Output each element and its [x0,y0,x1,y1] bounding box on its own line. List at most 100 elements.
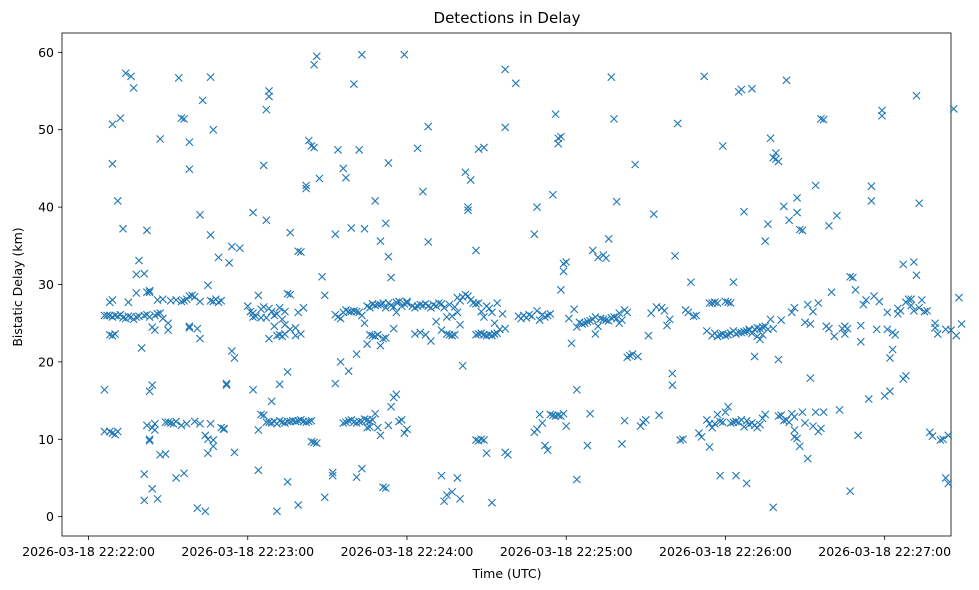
data-point [737,85,746,94]
data-point [280,307,289,316]
data-point [559,409,568,418]
data-point [291,323,300,332]
data-point [267,307,276,316]
y-tick-label: 10 [38,432,54,447]
data-point [445,300,454,309]
data-point [609,114,618,123]
data-point [923,306,932,315]
data-point [631,160,640,169]
data-point [702,415,711,424]
data-point [249,208,258,217]
data-point [357,50,366,59]
data-point [129,83,138,92]
data-point [355,417,364,426]
data-point [583,317,592,326]
data-point [230,354,239,363]
data-point [623,308,632,317]
data-point [824,324,833,333]
data-point [490,319,499,328]
data-point [442,490,451,499]
data-point [339,419,348,428]
data-point [896,306,905,315]
data-point [156,309,165,318]
data-point [113,427,122,436]
data-point [108,295,117,304]
data-point [724,298,733,307]
data-point [217,296,226,305]
data-point [426,337,435,345]
data-point [440,303,449,312]
data-point [740,207,748,216]
data-point [294,247,303,256]
data-point [349,306,358,315]
data-point [196,334,204,343]
data-point [591,313,600,321]
data-point [310,60,319,69]
data-point [381,484,390,493]
data-point [758,330,767,339]
data-point [755,420,764,429]
data-point [381,333,390,342]
data-point [705,443,714,451]
data-point [379,334,388,343]
data-point [907,301,916,310]
data-point [243,302,252,311]
data-point [360,224,369,233]
y-tick-label: 30 [38,277,54,292]
data-point [235,244,244,253]
data-point [148,484,157,493]
data-point [113,196,122,205]
data-point [671,251,680,260]
x-tick-label: 2026-03-18 22:22:00 [22,544,155,559]
data-point [939,435,948,444]
data-point [915,303,924,312]
data-point [548,190,557,199]
data-point [379,483,388,492]
data-point [811,408,820,417]
data-point [376,341,385,350]
data-point [912,271,921,280]
data-point [533,203,542,212]
data-point [437,471,446,480]
data-point [710,298,719,307]
data-point [203,281,212,290]
data-point [291,331,300,340]
data-point [551,110,560,119]
data-point [737,328,746,337]
data-point [262,216,271,225]
data-point [729,278,738,287]
data-point [668,369,677,378]
data-point [801,419,810,428]
data-point [901,371,910,380]
data-point [471,246,480,255]
data-point [501,65,510,74]
data-point [591,330,600,339]
data-point [283,367,292,376]
data-point [400,429,409,438]
data-point [604,234,613,243]
data-point [721,297,730,306]
data-point [442,330,451,339]
data-point [811,181,820,190]
data-point [371,196,380,205]
data-point [450,302,459,311]
data-point [418,187,427,196]
data-point [209,442,218,451]
data-point [185,165,194,174]
data-point [856,321,865,330]
x-tick-label: 2026-03-18 22:23:00 [181,544,314,559]
data-point [851,285,860,294]
data-point [328,468,337,477]
data-point [302,181,311,190]
data-point [265,334,273,343]
data-point [655,411,664,420]
data-point [795,225,804,234]
data-point [389,324,398,333]
y-tick-label: 40 [38,200,54,215]
data-point [310,438,319,447]
data-point [275,303,284,312]
data-point [479,143,488,152]
data-point [846,272,855,281]
data-point [140,470,149,479]
data-point [376,431,385,440]
